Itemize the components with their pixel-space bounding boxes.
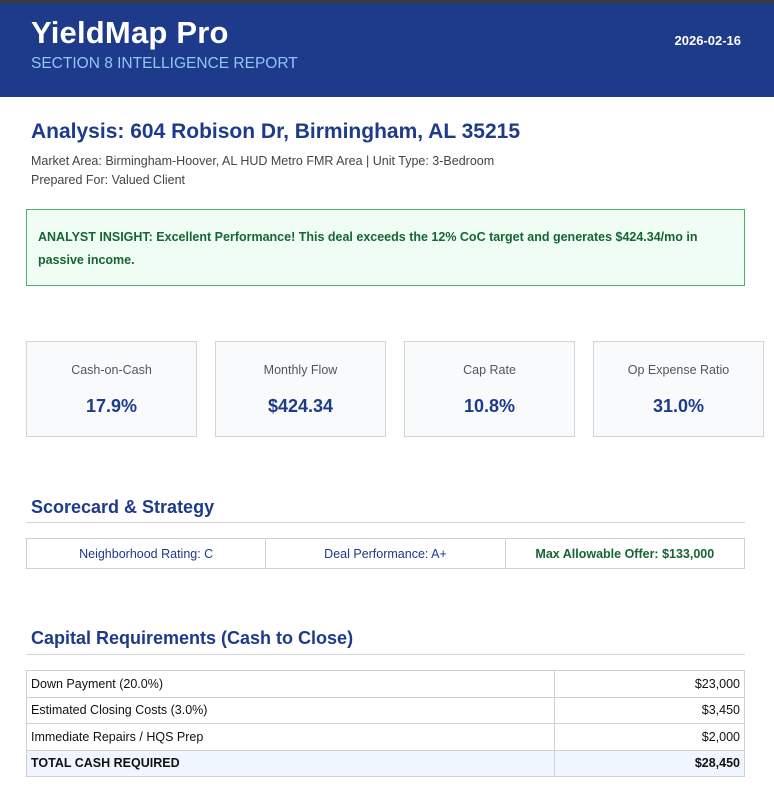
report-date: 2026-02-16 [674, 33, 742, 48]
scorecard-table: Neighborhood Rating: C Deal Performance:… [26, 538, 745, 569]
row-amount: $2,000 [554, 723, 745, 751]
kpi-value: 10.8% [463, 396, 516, 416]
kpi-card-cap-rate: Cap Rate 10.8% [404, 341, 575, 437]
kpi-value: $424.34 [267, 396, 334, 416]
row-amount: $3,450 [554, 696, 745, 724]
kpi-card-cash-on-cash: Cash-on-Cash 17.9% [26, 341, 197, 437]
kpi-card-monthly-flow: Monthly Flow $424.34 [215, 341, 386, 437]
table-row: Down Payment (20.0%) $23,000 [26, 670, 745, 698]
report-subtitle: SECTION 8 INTELLIGENCE REPORT [31, 55, 298, 72]
deal-performance: Deal Performance: A+ [266, 539, 506, 568]
kpi-label: Op Expense Ratio [627, 363, 730, 377]
total-label: TOTAL CASH REQUIRED [26, 749, 555, 777]
table-row: Estimated Closing Costs (3.0%) $3,450 [26, 696, 745, 724]
row-label: Down Payment (20.0%) [26, 670, 555, 698]
capital-section-title: Capital Requirements (Cash to Close) [31, 628, 354, 648]
total-amount: $28,450 [554, 749, 745, 777]
market-area-line: Market Area: Birmingham-Hoover, AL HUD M… [31, 154, 495, 168]
neighborhood-rating: Neighborhood Rating: C [27, 539, 267, 568]
section-divider [26, 654, 745, 655]
max-allowable-offer: Max Allowable Offer: $133,000 [535, 546, 715, 561]
capital-requirements-table: Down Payment (20.0%) $23,000 Estimated C… [26, 670, 745, 777]
kpi-label: Cash-on-Cash [71, 363, 152, 377]
row-amount: $23,000 [554, 670, 745, 698]
analyst-insight-box: ANALYST INSIGHT: Excellent Performance! … [26, 209, 745, 286]
top-window-strip [0, 0, 774, 3]
row-label: Immediate Repairs / HQS Prep [26, 723, 555, 751]
kpi-card-op-expense-ratio: Op Expense Ratio 31.0% [593, 341, 764, 437]
section-divider [26, 522, 745, 523]
kpi-label: Monthly Flow [263, 363, 338, 377]
row-label: Estimated Closing Costs (3.0%) [26, 696, 555, 724]
report-header: YieldMap Pro SECTION 8 INTELLIGENCE REPO… [0, 3, 774, 97]
total-row: TOTAL CASH REQUIRED $28,450 [26, 749, 745, 777]
table-row: Immediate Repairs / HQS Prep $2,000 [26, 723, 745, 751]
kpi-value: 17.9% [85, 396, 138, 416]
scorecard-section-title: Scorecard & Strategy [31, 497, 215, 517]
kpi-label: Cap Rate [463, 363, 516, 377]
kpi-value: 31.0% [652, 396, 705, 416]
app-title: YieldMap Pro [31, 15, 229, 50]
prepared-for-line: Prepared For: Valued Client [31, 173, 186, 187]
page-title: Analysis: 604 Robison Dr, Birmingham, AL… [31, 120, 520, 143]
